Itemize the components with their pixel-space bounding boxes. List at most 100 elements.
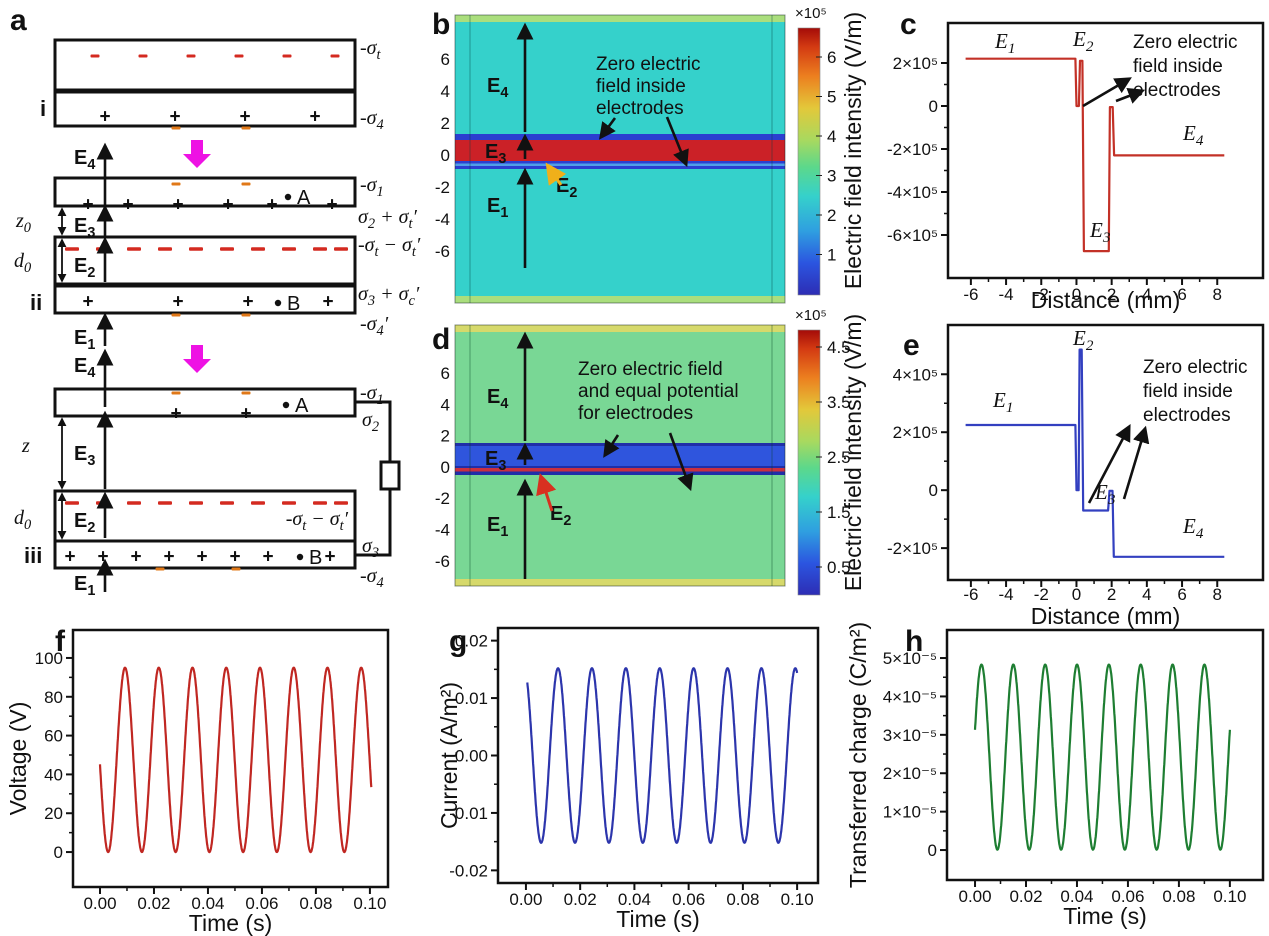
panel-f-letter: f [55,625,66,658]
colorbar-tick-label: 6 [827,48,836,67]
transition-arrow-1 [183,140,211,168]
x-tick-label: 6 [1177,285,1186,304]
x-tick-label: 0.04 [618,890,651,909]
y-tick-label: 2×10⁻⁵ [883,764,937,783]
y-tick-label: -4 [435,210,450,229]
panel-f-chart: f 0.00 0.02 0.04 0.06 0.08 0.10 100 80 60 40 20 0 Ti… [5,625,390,936]
minus-charge [313,247,327,251]
minus-charge [155,567,165,571]
colorbar-multiplier: ×10⁵ [795,307,827,324]
field-label-e1-iii: E1 [74,573,95,599]
state-ii-label: ii [30,290,42,315]
annotation-arrow [1087,424,1131,504]
x-axis-label: Distance (mm) [1031,603,1181,629]
x-tick-label: 4 [1142,285,1151,304]
annotation-line: electrodes [1133,80,1221,101]
y-tick-label: 0 [928,841,937,860]
y-tick-label: -4×10⁵ [887,183,938,202]
y-tick-label: 4 [441,395,450,414]
chart-h-group: 0.00 0.02 0.04 0.06 0.08 0.10 5×10⁻⁵ 4×10⁻⁵ 3×10… [845,622,1265,929]
minus-charge [241,126,251,130]
dielectric-slab-i [53,38,357,92]
annotation-line: Zero electric [1143,357,1248,378]
minus-charge [313,501,327,505]
colorbar-tick-label: 3.5 [827,393,851,412]
minus-charge [127,501,141,505]
gap-z0-label: z0 [15,210,32,236]
minus-charge [251,247,265,251]
y-tick-label: 1×10⁻⁵ [883,803,937,822]
point-label-B: B [309,547,322,569]
point-dot-A [284,193,292,201]
e2-pointer-arrow [536,473,557,512]
x-tick-label: 0.04 [1060,887,1093,906]
panel-a-letter: a [10,4,27,37]
colorbar-tick-label: 1.5 [827,503,851,522]
annotation-arrow [1122,425,1150,500]
minus-charge [171,126,181,130]
minus-charge [334,247,348,251]
y-tick-label: 6 [441,50,450,69]
x-tick-label: -4 [999,285,1014,304]
y-tick-label: -6 [435,242,450,261]
circuit-wire-top [355,400,392,462]
annotation-line: field inside [596,76,686,97]
y-axis-label: Electric field intensity (V/m) [840,314,866,591]
field-label-e1: E1 [487,514,508,540]
y-tick-label: 4×10⁻⁵ [883,687,937,706]
panel-b-letter: b [432,8,450,41]
x-tick-label: 0.02 [137,894,170,913]
heatmap-d-e1-region [455,475,785,579]
x-axis-label: Distance (mm) [1031,287,1181,313]
x-tick-label: 0.08 [1162,887,1195,906]
panel-a-dynamic-layer: + + + + + + + + + + + + + + + + + + + + + + + + A B A B [57,54,348,592]
plot-frame [945,628,1265,882]
minus-charge [241,391,251,395]
heatmap-d-strip-bottom [455,579,785,586]
minus-charge [241,182,251,186]
point-label-A: A [297,187,311,209]
annotation-arrow [1115,87,1146,104]
plus-charge: + [82,292,93,313]
heatmap-d-band-edge-mid [455,466,785,468]
y-tick-label: -0.02 [449,861,488,880]
colorbar [797,27,821,296]
transition-arrow-2 [183,345,211,373]
x-tick-label: -2 [1034,285,1049,304]
colorbar-tick-label: 5 [827,88,836,107]
panel-e-chart: e -6 -4 -2 0 2 4 6 8 4×10⁵ 2×10⁵ 0 -2×10⁵ Distance (… [840,314,1265,629]
minus-charge [330,54,340,58]
minus-charge [158,247,172,251]
plus-charge: + [322,292,333,313]
y-tick-label: 2 [441,114,450,133]
x-tick-label: 0.04 [191,894,224,913]
heatmap-d-e2-line [455,468,785,472]
plus-charge: + [266,195,277,216]
y-axis-label: Voltage (V) [5,702,31,816]
plus-charge: + [239,107,250,128]
electrode-b-ii [53,284,357,315]
minus-charge [90,54,100,58]
field-label-e3-iii: E3 [74,443,95,469]
x-axis-label: Time (s) [189,910,272,936]
sigma-ii-5: -σ4′ [360,313,389,339]
annotation-line: field inside [1143,381,1233,402]
x-tick-label: 0.10 [1213,887,1246,906]
electrode-slab-i [53,90,357,128]
y-tick-label: -2×10⁵ [887,539,938,558]
x-tick-label: 0.08 [726,890,759,909]
e2-pointer-arrow [545,162,567,186]
thickness-d0-label-ii: d0 [14,250,32,276]
y-axis-label: Transferred charge (C/m²) [845,622,871,888]
heatmap-b-frame [454,14,786,304]
point-label-B: B [287,293,300,315]
plus-charge: + [97,547,108,568]
plus-charge: + [170,404,181,425]
x-tick-label: 0.08 [299,894,332,913]
minus-charge [96,501,110,505]
sigma-iii-4: σ3 [362,535,379,561]
x-tick-label: 0 [1072,585,1081,604]
minus-charge [171,313,181,317]
y-tick-label: 2×10⁵ [893,54,938,73]
